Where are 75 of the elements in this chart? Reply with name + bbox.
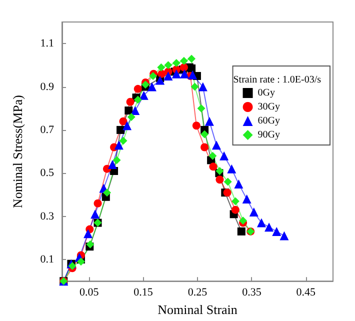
y-tick-label: 0.1 [40, 254, 54, 266]
y-tick-label: 0.3 [40, 210, 54, 222]
point [156, 76, 165, 85]
point [112, 156, 121, 164]
point [188, 70, 198, 80]
point [198, 82, 208, 92]
point [192, 122, 200, 130]
y-tick-label: 0.9 [40, 80, 54, 93]
point [172, 59, 180, 68]
y-tick-label: 0.7 [40, 124, 54, 136]
point [264, 222, 274, 232]
point [124, 106, 133, 115]
point [114, 140, 124, 150]
point [231, 197, 240, 206]
point [234, 179, 244, 188]
point [231, 206, 240, 214]
point [76, 258, 85, 266]
point [94, 199, 102, 208]
legend-label: 90Gy [258, 130, 280, 140]
point [208, 152, 217, 160]
x-tick-label: 0.15 [134, 286, 154, 299]
point [147, 82, 156, 92]
point [172, 69, 181, 78]
point [249, 208, 258, 217]
point [157, 63, 166, 72]
point [126, 98, 134, 106]
x-tick-label: 0.45 [296, 286, 316, 299]
point [116, 126, 125, 134]
point [102, 188, 111, 197]
point [122, 121, 132, 130]
point [188, 54, 196, 63]
point [90, 210, 100, 219]
point [200, 143, 209, 152]
point [190, 82, 199, 91]
legend-label: 60Gy [258, 116, 280, 126]
point [108, 160, 117, 170]
point [119, 136, 128, 145]
point [180, 63, 188, 72]
point [130, 106, 140, 116]
point [227, 164, 236, 174]
point [200, 130, 209, 138]
point [216, 166, 224, 175]
point [197, 104, 206, 112]
point [216, 176, 224, 184]
point [127, 113, 136, 122]
point [188, 64, 196, 72]
point [164, 61, 172, 70]
point [212, 140, 221, 150]
point [272, 226, 282, 236]
point [224, 178, 232, 186]
point [256, 218, 266, 228]
point [139, 90, 148, 100]
point [164, 71, 173, 80]
point [86, 240, 94, 248]
legend-title: Strain rate : 1.0E-03/s [233, 74, 322, 86]
point [237, 227, 246, 236]
point [134, 84, 142, 93]
point [220, 151, 229, 160]
point [209, 162, 218, 171]
point [84, 229, 93, 238]
point [242, 194, 252, 204]
legend-label: 0Gy [258, 88, 276, 98]
x-tick-label: 0.25 [188, 286, 208, 299]
x-tick-label: 0.35 [242, 286, 262, 299]
point [204, 116, 214, 126]
y-tick-label: 1.1 [40, 38, 54, 50]
x-axis-title: Nominal Strain [158, 302, 238, 317]
point [280, 231, 289, 240]
x-tick-label: 0.05 [79, 286, 100, 299]
point [180, 56, 188, 65]
point [180, 69, 189, 78]
point [119, 117, 128, 126]
y-tick-label: 0.5 [40, 167, 54, 180]
legend-label: 30Gy [258, 102, 280, 112]
y-axis-title: Nominal Stress(MPa) [10, 95, 25, 208]
